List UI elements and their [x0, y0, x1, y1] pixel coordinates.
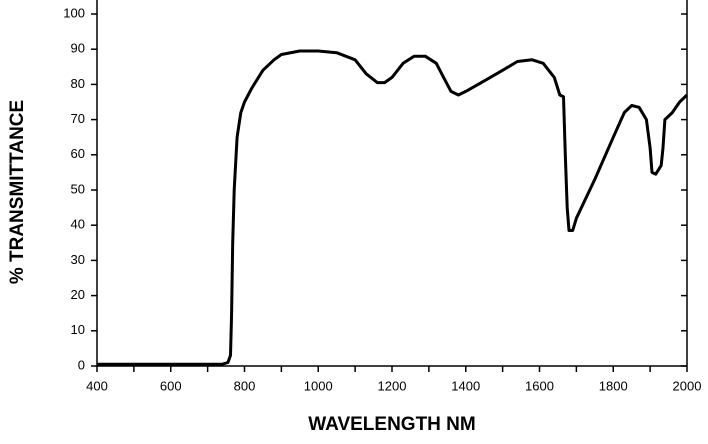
- y-tick-label: 90: [71, 41, 85, 56]
- transmittance-line: [97, 49, 689, 366]
- x-tick-label: 800: [234, 378, 256, 393]
- x-tick-label: 600: [160, 378, 182, 393]
- y-tick-label: 20: [71, 287, 85, 302]
- y-tick-label: 100: [63, 5, 85, 20]
- x-tick-label: 400: [86, 378, 108, 393]
- y-tick-label: 10: [71, 322, 85, 337]
- x-tick-label: 2000: [673, 378, 702, 393]
- y-tick-label: 60: [71, 146, 85, 161]
- y-axis-title: % TRANSMITTANCE: [7, 100, 28, 284]
- x-tick-label: 1800: [599, 378, 628, 393]
- x-tick-label: 1200: [378, 378, 407, 393]
- x-tick-label: 1000: [304, 378, 333, 393]
- y-tick-label: 40: [71, 217, 85, 232]
- y-tick-label: 30: [71, 252, 85, 267]
- x-tick-label: 1600: [525, 378, 554, 393]
- y-tick-label: 70: [71, 111, 85, 126]
- x-tick-label: 1400: [451, 378, 480, 393]
- y-tick-label: 0: [78, 357, 85, 372]
- y-tick-label: 80: [71, 76, 85, 91]
- y-tick-label: 50: [71, 181, 85, 196]
- x-axis-title: WAVELENGTH NM: [308, 414, 475, 435]
